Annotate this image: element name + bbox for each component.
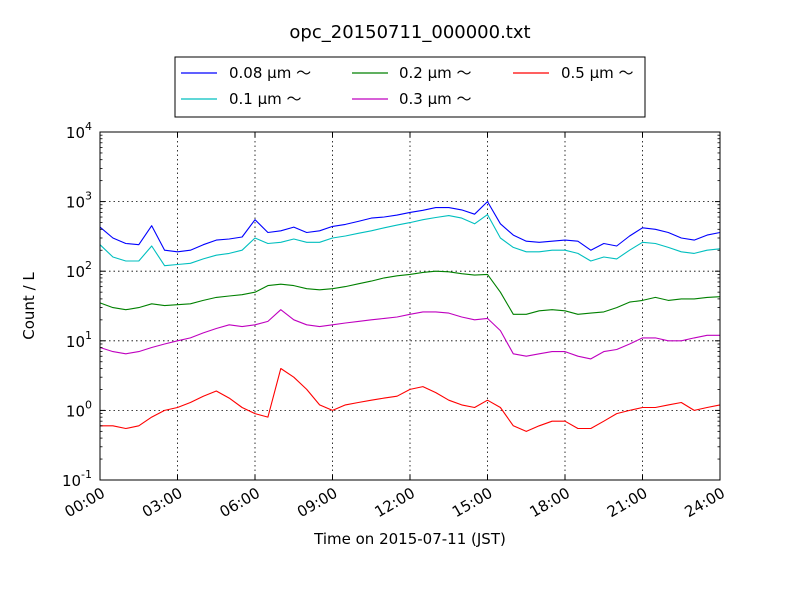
x-tick-label: 21:00 — [604, 484, 650, 521]
y-tick-exponent: -1 — [81, 468, 92, 481]
x-tick-label: 06:00 — [217, 484, 263, 521]
legend-label-0-3: 0.3 μm ～ — [399, 90, 472, 108]
y-tick-label: 10-1 — [62, 468, 92, 490]
legend-entry-0-08: 0.08 μm ～ — [181, 64, 311, 82]
y-tick-base: 10 — [66, 402, 85, 420]
x-tick-label: 03:00 — [139, 484, 185, 521]
y-tick-exponent: 1 — [85, 329, 92, 342]
y-tick-label: 102 — [66, 259, 92, 281]
y-tick-base: 10 — [66, 263, 85, 281]
legend-label-0-08: 0.08 μm ～ — [229, 64, 311, 82]
series-line-4 — [100, 367, 721, 432]
y-tick-exponent: 4 — [85, 120, 92, 133]
legend-label-0-1: 0.1 μm ～ — [229, 90, 302, 108]
plot-frame — [99, 131, 721, 481]
x-tick-label: 09:00 — [294, 484, 340, 521]
y-tick-label: 104 — [66, 120, 92, 142]
y-tick-label: 101 — [66, 329, 92, 351]
x-tick-label: 15:00 — [449, 484, 495, 521]
legend-entry-0-5: 0.5 μm ～ — [513, 64, 634, 82]
legend-entry-0-1: 0.1 μm ～ — [181, 90, 302, 108]
y-tick-exponent: 0 — [85, 398, 92, 411]
legend-entry-0-2: 0.2 μm ～ — [352, 64, 472, 82]
y-tick-base: 10 — [62, 472, 81, 490]
series-line-1 — [99, 214, 721, 267]
x-tick-label: 18:00 — [527, 484, 573, 521]
y-tick-base: 10 — [66, 124, 85, 142]
y-tick-label: 100 — [66, 398, 92, 420]
tick-marks — [99, 131, 721, 481]
y-tick-base: 10 — [66, 194, 85, 212]
y-tick-exponent: 3 — [85, 190, 92, 203]
x-tick-labels: 00:00 03:00 06:00 09:00 12:00 15:00 18:00 21:00… — [62, 484, 728, 521]
legend-label-0-5: 0.5 μm ～ — [561, 64, 634, 82]
series-group — [99, 201, 721, 432]
x-axis-label: Time on 2015-07-11 (JST) — [313, 530, 506, 548]
series-line-0 — [99, 201, 721, 253]
series-line-3 — [99, 309, 720, 360]
grid — [100, 132, 720, 480]
chart-title: opc_20150711_000000.txt — [289, 22, 530, 43]
legend-entry-0-3: 0.3 μm ～ — [352, 90, 472, 108]
x-tick-label: 12:00 — [372, 484, 418, 521]
y-tick-exponent: 2 — [85, 259, 92, 272]
legend-box — [174, 56, 646, 118]
series-line-2 — [99, 270, 721, 315]
legend-label-0-2: 0.2 μm ～ — [399, 64, 472, 82]
x-tick-label: 24:00 — [682, 484, 728, 521]
y-tick-base: 10 — [66, 333, 85, 351]
y-tick-label: 103 — [66, 190, 92, 212]
legend: 0.08 μm ～ 0.2 μm ～ 0.5 μm ～ 0.1 μm ～ 0.3… — [174, 56, 646, 118]
y-axis-label: Count / L — [20, 272, 38, 340]
